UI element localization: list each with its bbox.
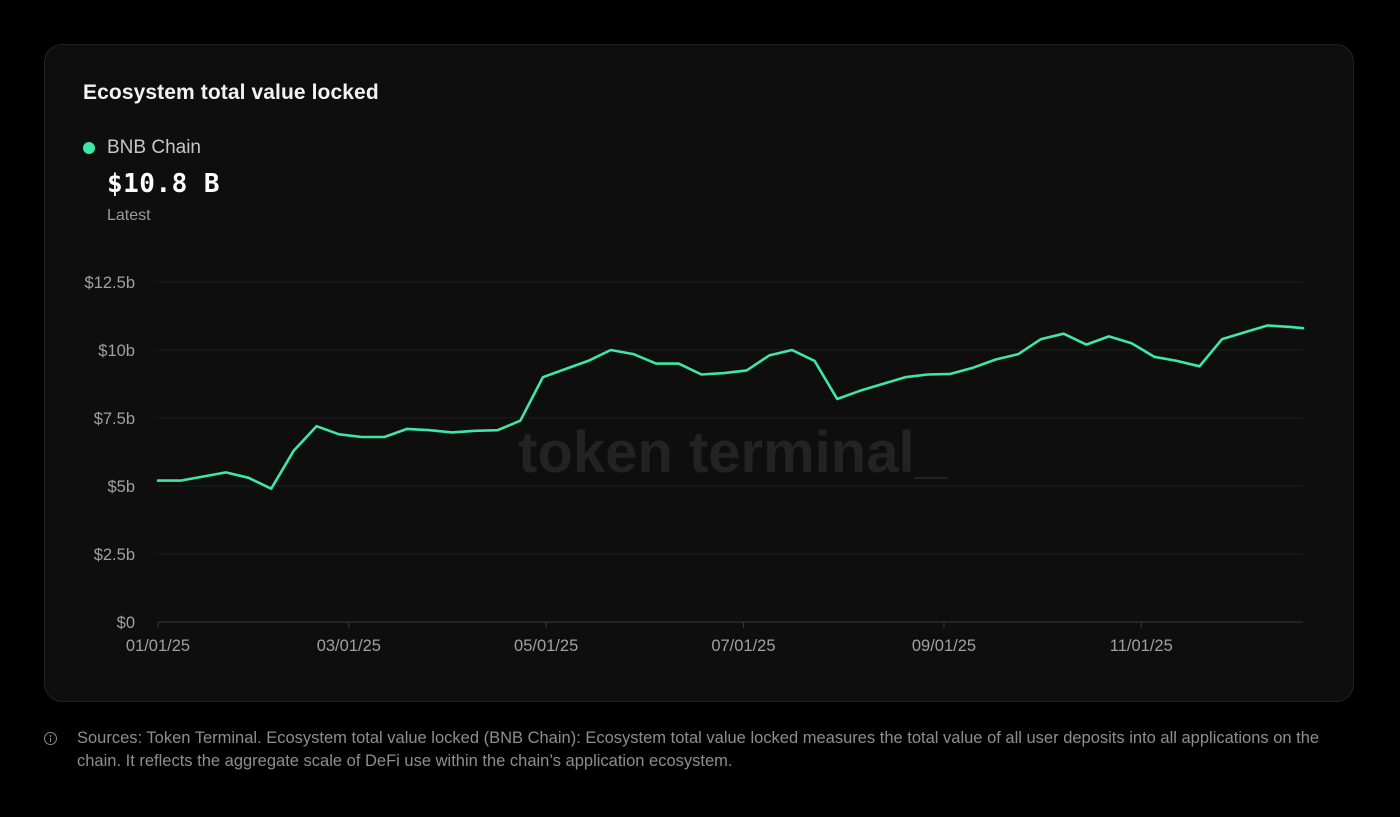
x-tick-label: 05/01/25: [514, 637, 578, 655]
x-tick-label: 03/01/25: [317, 637, 381, 655]
latest-value: $10.8 B: [107, 169, 221, 199]
source-text: Sources: Token Terminal. Ecosystem total…: [77, 729, 1320, 770]
y-tick-label: $7.5b: [94, 410, 135, 428]
legend-dot-icon: [83, 142, 95, 154]
latest-label: Latest: [107, 207, 151, 224]
x-tick-label: 07/01/25: [711, 637, 775, 655]
x-tick-label: 09/01/25: [912, 637, 976, 655]
chart-title: Ecosystem total value locked: [83, 81, 379, 104]
y-tick-label: $10b: [98, 342, 135, 360]
legend-label: BNB Chain: [107, 137, 201, 158]
y-tick-label: $5b: [107, 478, 135, 496]
y-tick-label: $2.5b: [94, 546, 135, 564]
x-tick-label: 01/01/25: [126, 637, 190, 655]
series-line-bnb-chain: [156, 324, 1305, 491]
watermark-text: token terminal_: [518, 420, 947, 485]
y-tick-label: $12.5b: [85, 274, 135, 292]
y-tick-label: $0: [117, 614, 135, 632]
legend: BNB Chain: [83, 137, 201, 159]
info-icon: [44, 732, 57, 745]
footer-note: Sources: Token Terminal. Ecosystem total…: [44, 727, 1334, 773]
x-tick-label: 11/01/25: [1110, 637, 1173, 655]
